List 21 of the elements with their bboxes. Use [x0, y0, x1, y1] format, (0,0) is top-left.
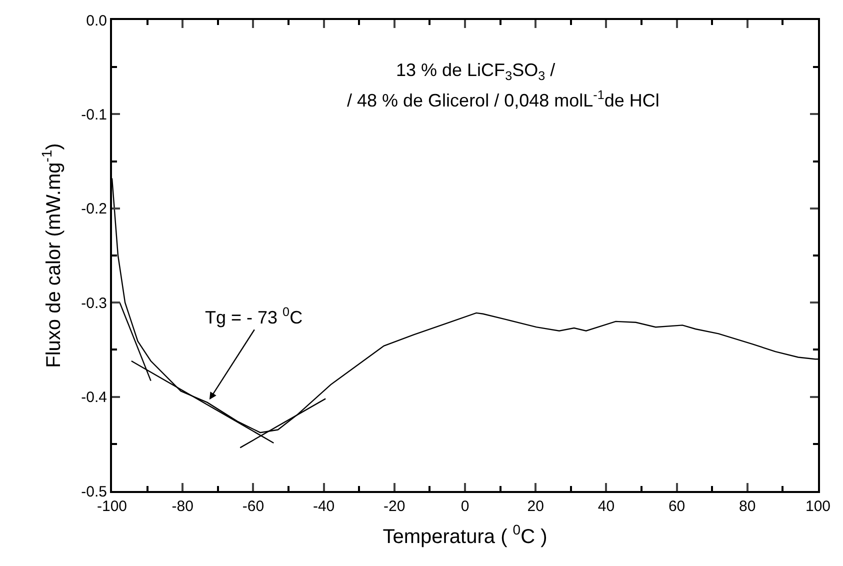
- y-tick-label: -0.2: [81, 200, 107, 218]
- y-tick-label: 0.0: [86, 12, 107, 30]
- x-axis-title: Temperatura ( $^{0}$C ): [382, 522, 548, 548]
- x-tick-label: 0: [460, 498, 470, 515]
- x-tick-label: 80: [739, 498, 756, 515]
- y-tick-label: -0.5: [81, 483, 107, 500]
- annotation: 13 % de LiCF$_{3}$SO$_{3}$ /: [396, 60, 556, 83]
- y-tick-label: -0.3: [81, 294, 107, 312]
- x-tick-label: 60: [668, 498, 686, 515]
- x-tick-label: -60: [242, 498, 264, 515]
- x-tick-label: 40: [598, 498, 615, 515]
- x-tick-label: 20: [527, 498, 544, 515]
- x-tick-label: -20: [384, 498, 406, 515]
- x-tick-label: 100: [805, 498, 831, 515]
- x-tick-label: -40: [312, 498, 335, 515]
- x-tick-label: -100: [96, 498, 128, 515]
- x-tick-label: -80: [172, 498, 194, 515]
- annotation: Tg = - 73 $^{0}$C: [205, 305, 303, 328]
- y-tick-label: -0.1: [81, 106, 107, 124]
- annotation: / 48 % de Glicerol / 0,048 molL$^{-1}$de HCl: [347, 88, 660, 111]
- y-tick-label: -0.4: [81, 389, 107, 406]
